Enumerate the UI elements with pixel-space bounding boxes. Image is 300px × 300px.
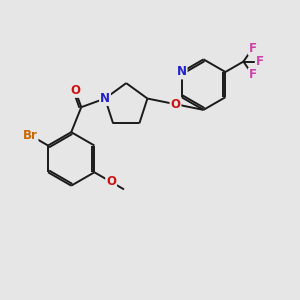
Text: N: N	[100, 92, 110, 105]
Text: Br: Br	[22, 129, 38, 142]
Text: O: O	[170, 98, 181, 111]
Text: F: F	[249, 42, 257, 55]
Text: F: F	[256, 55, 264, 68]
Text: N: N	[177, 65, 187, 79]
Text: O: O	[70, 84, 80, 97]
Text: F: F	[249, 68, 257, 82]
Text: O: O	[106, 176, 116, 188]
